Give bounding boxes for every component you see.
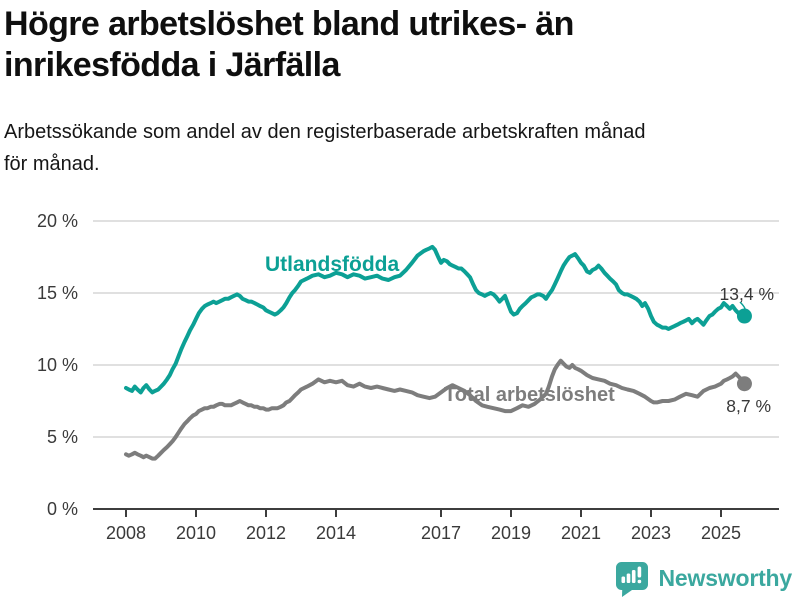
end-value-label-utlandsfodda: 13,4 % [720, 284, 774, 304]
series-line-utlandsfodda [124, 244, 747, 395]
title-line-1: Högre arbetslöshet bland utrikes- än [4, 5, 574, 43]
chart-subtitle: Arbetssökande som andel av den registerb… [4, 116, 794, 180]
series-label-utlandsfodda: Utlandsfödda [265, 253, 399, 276]
subtitle-line-2: för månad. [4, 153, 100, 175]
x-tick-label: 2017 [421, 523, 461, 543]
series-end-dot-utlandsfodda [736, 308, 752, 324]
x-tick-label: 2014 [316, 523, 356, 543]
newsworthy-branding: Newsworthy [613, 558, 792, 598]
brand-name: Newsworthy [658, 564, 793, 591]
series-end-dot-total-arbetsloshet [736, 376, 752, 392]
line-chart-canvas: 0 % 5 % 10 % 15 % 20 % 2008 2010 2012 2014 2017 20… [37, 211, 779, 543]
end-value-label-total-arbetsloshet: 8,7 % [726, 396, 771, 416]
unemployment-line-chart: 0 % 5 % 10 % 15 % 20 % 2008 2010 2012 2014 2017 20… [0, 200, 800, 560]
x-tick-label: 2025 [701, 523, 741, 543]
y-tick-label: 15 % [37, 283, 78, 303]
series-label-total-arbetsloshet: Total arbetslöshet [444, 384, 615, 406]
y-tick-label: 10 % [37, 355, 78, 375]
logo-bars-and-exclamation [621, 566, 641, 584]
x-tick-label: 2023 [631, 523, 671, 543]
newsworthy-logo-icon [615, 562, 648, 597]
x-tick-label: 2012 [246, 523, 286, 543]
series-line-total-arbetsloshet [124, 358, 747, 461]
x-tick-label: 2019 [491, 523, 531, 543]
page-title: Högre arbetslöshet bland utrikes- än inr… [4, 4, 784, 86]
label-leader-line [739, 301, 746, 312]
subtitle-line-1: Arbetssökande som andel av den registerb… [4, 121, 646, 143]
y-tick-label: 20 % [37, 211, 78, 231]
x-tick-label: 2021 [561, 523, 601, 543]
x-tick-label: 2010 [176, 523, 216, 543]
x-tick-label: 2008 [106, 523, 146, 543]
y-tick-label: 0 % [47, 499, 78, 519]
y-tick-label: 5 % [47, 427, 78, 447]
title-line-2: inrikesfödda i Järfälla [4, 46, 340, 84]
